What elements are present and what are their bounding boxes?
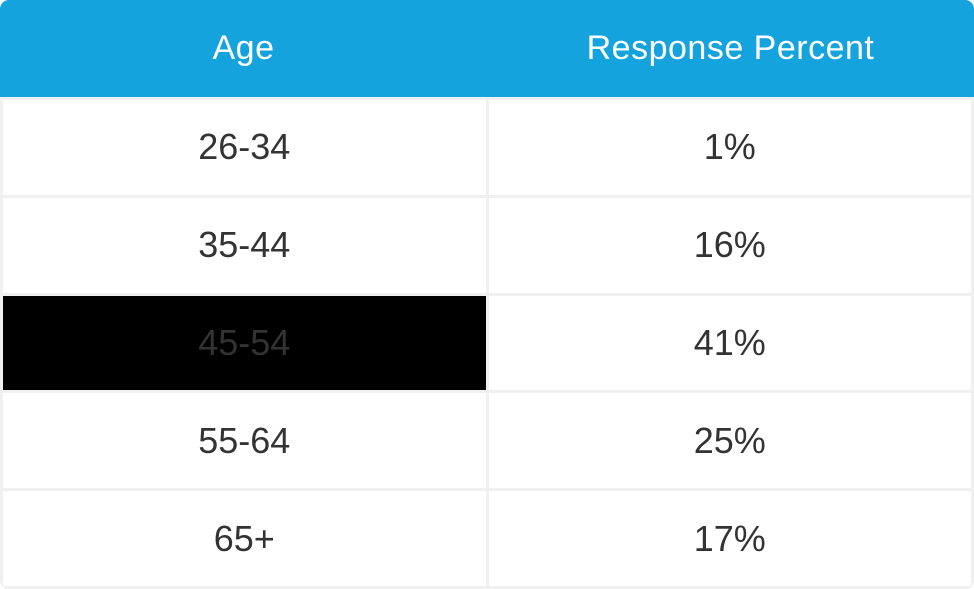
age-cell-65-plus: 65+	[3, 491, 486, 586]
column-header-response-percent: Response Percent	[586, 29, 875, 67]
percent-cell-35-44: 16%	[488, 197, 971, 293]
age-cell-35-44: 35-44	[3, 197, 486, 293]
table-body: 26-34 1% 35-44 16% 45-54 41% 55-64 25% 6…	[0, 97, 974, 589]
age-cell-26-34: 26-34	[3, 100, 486, 195]
percent-cell-26-34: 1%	[488, 100, 971, 195]
age-cell-45-54-highlighted: 45-54	[3, 295, 486, 391]
table-header-row: Age Response Percent	[0, 0, 974, 97]
percent-cell-65-plus: 17%	[488, 491, 971, 586]
age-cell-55-64: 55-64	[3, 393, 486, 489]
percent-cell-45-54: 41%	[488, 295, 971, 391]
column-header-age: Age	[212, 29, 275, 67]
percent-cell-55-64: 25%	[488, 393, 971, 489]
